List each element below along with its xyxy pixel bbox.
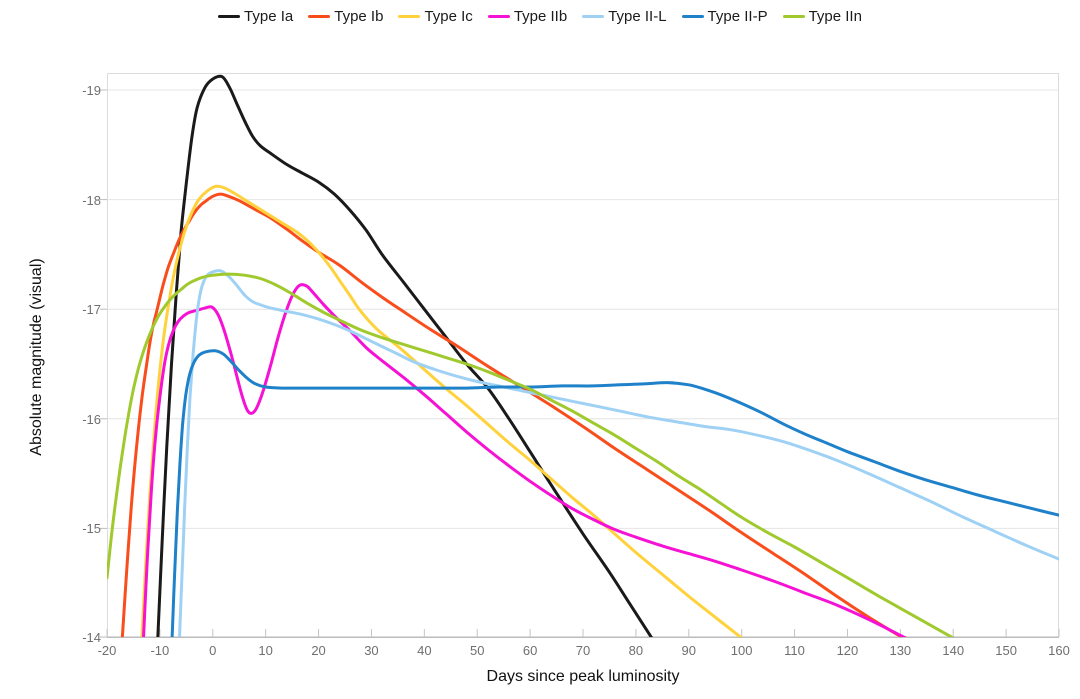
legend-label: Type IIn [808,8,862,25]
legend-label: Type II-L [608,8,667,25]
legend-label: Type IIb [513,8,568,25]
series-line-type-iib [142,283,907,637]
series-line-type-ib [120,192,905,637]
legend-item-type-ib[interactable]: Type Ib [308,8,383,25]
x-axis-title: Days since peak luminosity [486,668,680,685]
x-tick-label: 150 [995,643,1017,658]
legend-swatch-icon [681,15,704,18]
x-tick-label: 110 [784,643,805,658]
y-axis-title: Absolute magnitude (visual) [28,258,45,456]
legend-swatch-icon [308,15,331,18]
legend-swatch-icon [782,15,805,18]
y-tick-label: -16 [82,411,101,427]
legend-label: Type Ia [244,8,294,25]
y-tick-label: -17 [82,302,101,318]
legend-label: Type Ib [334,8,384,25]
legend-label: Type II-P [707,8,768,25]
x-tick-label: 160 [1048,643,1070,658]
x-tick-label: 50 [469,643,485,658]
x-tick-label: 130 [889,643,912,658]
legend-item-type-ii-l[interactable]: Type II-L [582,8,667,25]
legend-swatch-icon [398,15,421,18]
legend-label: Type Ic [424,8,473,25]
x-tick-label: 40 [417,643,432,658]
x-tick-label: -20 [97,643,117,658]
x-tick-label: 0 [209,643,217,658]
x-tick-label: 100 [730,643,753,658]
legend-item-type-ii-p[interactable]: Type II-P [681,8,768,25]
x-tick-label: 140 [942,643,965,658]
x-tick-label: 30 [364,643,379,658]
legend-item-type-ia[interactable]: Type Ia [218,8,293,25]
y-tick-label: -18 [82,192,101,208]
series-line-type-iin [107,272,955,637]
legend-item-type-iib[interactable]: Type IIb [487,8,568,25]
series-line-type-ii-l [178,269,1059,637]
series-line-type-ii-p [170,349,1059,637]
x-tick-label: -10 [150,643,170,658]
y-tick-label: -19 [82,83,101,98]
x-tick-label: 60 [522,643,538,658]
series-line-type-ic [140,184,743,637]
legend-item-type-iin[interactable]: Type IIn [782,8,862,25]
y-tick-label: -14 [82,630,101,645]
plot-border [107,73,1059,637]
legend-item-type-ic[interactable]: Type Ic [398,8,473,25]
legend-swatch-icon [582,15,605,18]
x-tick-label: 90 [681,643,696,658]
x-tick-label: 70 [575,643,591,658]
legend-swatch-icon [487,15,510,18]
y-tick-label: -15 [82,521,101,537]
legend: Type Ia Type Ib Type Ic Type IIb Type II-L Ty… [0,8,1080,25]
legend-swatch-icon [218,15,241,18]
x-tick-label: 20 [311,643,326,658]
x-tick-label: 80 [628,643,644,658]
x-tick-label: 120 [836,643,859,658]
x-tick-label: 10 [258,643,273,658]
series-line-type-ia [156,74,653,637]
